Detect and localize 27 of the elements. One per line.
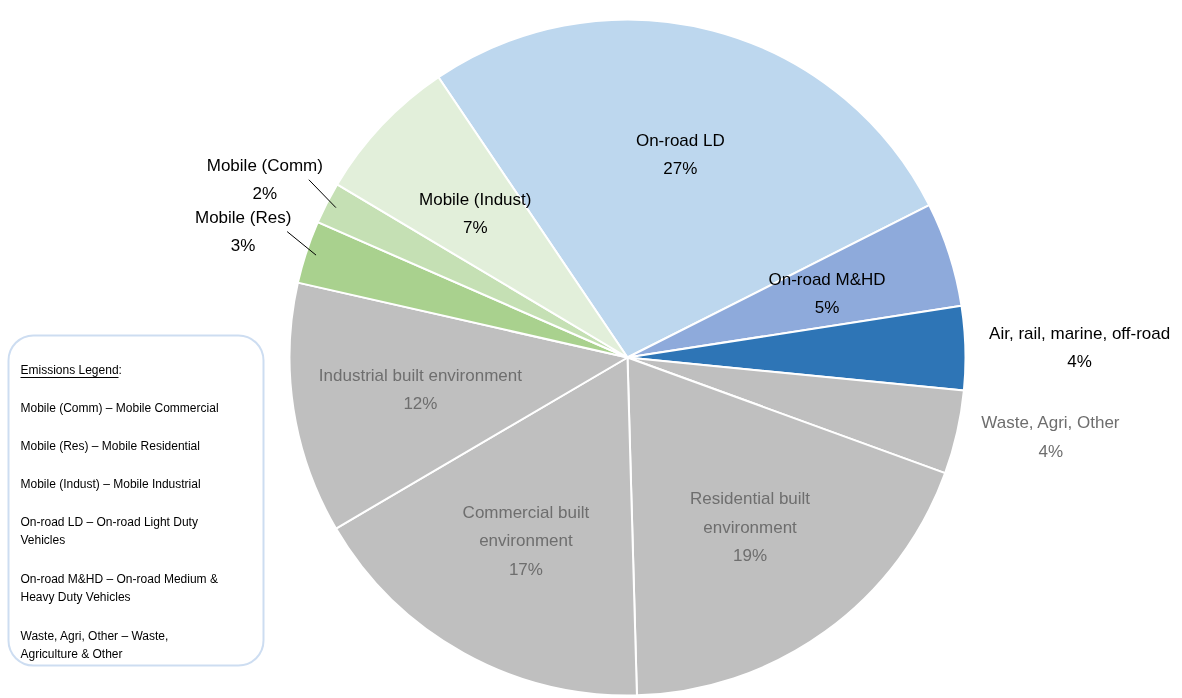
text: Mobile (Indust) – Mobile Industrial xyxy=(20,476,201,491)
data-label: 3% xyxy=(230,236,256,256)
slice-label: Commercial built environment xyxy=(462,502,590,551)
slice-label: Mobile (Comm) xyxy=(206,155,323,175)
text: On-road LD – On-road Light Duty Vehicles xyxy=(20,514,198,547)
data-label: 17% xyxy=(508,559,543,579)
slice-label: On-road M&HD xyxy=(768,269,886,289)
slice-label: On-road LD xyxy=(635,130,725,150)
data-label: 4% xyxy=(1038,441,1064,461)
data-label: 5% xyxy=(814,298,840,318)
slice-label: Mobile (Indust) xyxy=(419,189,532,209)
text: Mobile (Res) – Mobile Residential xyxy=(20,438,200,453)
data-label: 19% xyxy=(733,546,768,566)
data-label: 12% xyxy=(403,394,438,414)
slice-label: Mobile (Res) xyxy=(194,207,292,227)
slice-label: Air, rail, marine, off-road xyxy=(989,323,1171,343)
data-label: 4% xyxy=(1067,352,1092,372)
data-label: 7% xyxy=(462,218,488,238)
text: Mobile (Comm) – Mobile Commercial xyxy=(20,400,219,415)
data-label: 27% xyxy=(663,159,698,179)
slice-label: Industrial built environment xyxy=(318,365,523,385)
text: On-road M&HD – On-road Medium & Heavy Duty Vehicles xyxy=(20,571,218,604)
slice-label: Waste, Agri, Other xyxy=(981,413,1120,433)
slice-label: Residential built environment xyxy=(690,489,811,537)
text: Waste, Agri, Other – Waste, Agriculture & Other xyxy=(20,628,169,661)
data-label: 2% xyxy=(252,184,278,204)
text: Emissions Legend: xyxy=(20,362,122,377)
